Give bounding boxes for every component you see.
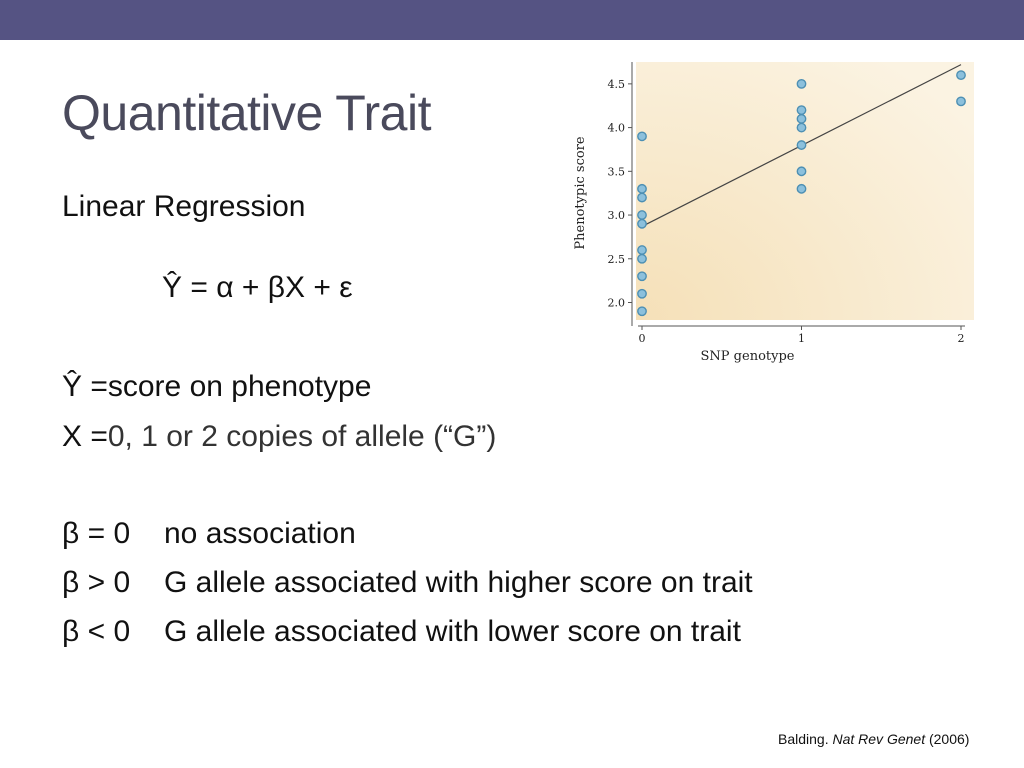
data-point xyxy=(796,183,807,194)
data-point xyxy=(637,210,647,220)
definition-x: X = 0, 1 or 2 copies of allele (“G”) xyxy=(62,420,496,454)
citation: Balding. Nat Rev Genet (2006) xyxy=(778,731,969,747)
beta-row-positive-meaning: G allele associated with higher score on… xyxy=(164,566,753,599)
beta-row-positive-condition: β > 0 xyxy=(62,566,131,599)
beta-row-negative-meaning: G allele associated with lower score on … xyxy=(164,615,741,648)
data-point xyxy=(796,140,807,150)
citation-year: (2006) xyxy=(928,731,970,747)
x-tick-label: 1 xyxy=(798,332,805,345)
data-point xyxy=(796,166,807,177)
regression-equation: Ŷ = α + βX + ε xyxy=(162,271,353,304)
y-tick-label: 3.5 xyxy=(608,165,626,178)
data-point xyxy=(637,245,647,255)
data-point xyxy=(637,253,647,264)
data-point xyxy=(637,218,647,229)
beta-row-zero-meaning: no association xyxy=(164,517,356,550)
y-axis-label: Phenotypic score xyxy=(573,136,588,249)
definition-y-symbol: Ŷ = xyxy=(62,370,108,403)
citation-author: Balding. xyxy=(778,731,829,747)
data-point xyxy=(637,306,647,317)
scatter-chart: 2.0 2.5 3.0 3.5 4.0 4.5 0 1 2 SNP genotype Pheno… xyxy=(568,58,988,370)
data-point xyxy=(956,70,966,81)
x-axis-label: SNP genotype xyxy=(701,349,795,364)
data-point xyxy=(637,192,647,203)
data-point xyxy=(956,96,966,107)
slide-subtitle: Linear Regression xyxy=(62,190,306,223)
axis-ticks: 2.0 2.5 3.0 3.5 4.0 4.5 0 1 2 xyxy=(608,78,965,345)
beta-row-positive: β > 0 G allele associated with higher sco… xyxy=(62,566,753,600)
definition-y-text: score on phenotype xyxy=(107,370,372,403)
beta-row-zero: β = 0 no association xyxy=(62,517,356,551)
data-point xyxy=(796,105,807,116)
slide-title: Quantitative Trait xyxy=(62,85,431,141)
data-points xyxy=(637,70,966,317)
x-tick-label: 0 xyxy=(639,332,646,345)
data-point xyxy=(637,288,647,299)
data-point xyxy=(637,271,647,282)
x-tick-label: 2 xyxy=(958,332,965,345)
definition-y: Ŷ = score on phenotype xyxy=(62,370,371,404)
data-point xyxy=(796,78,807,89)
y-tick-label: 4.0 xyxy=(608,122,626,135)
y-tick-label: 3.0 xyxy=(608,209,626,222)
data-point xyxy=(637,131,647,142)
definition-x-symbol: X = xyxy=(62,420,108,453)
data-point xyxy=(796,113,807,124)
beta-row-negative: β < 0 G allele associated with lower scor… xyxy=(62,615,741,649)
y-tick-label: 2.5 xyxy=(608,253,626,266)
definition-x-text: 0, 1 or 2 copies of allele (“G”) xyxy=(107,420,497,453)
y-tick-label: 2.0 xyxy=(608,297,626,310)
beta-row-zero-condition: β = 0 xyxy=(62,517,131,550)
data-point xyxy=(796,122,807,133)
beta-row-negative-condition: β < 0 xyxy=(62,615,131,648)
citation-journal: Nat Rev Genet xyxy=(832,731,926,747)
top-accent-bar xyxy=(0,0,1024,40)
data-point xyxy=(637,183,647,194)
scatter-chart-svg: 2.0 2.5 3.0 3.5 4.0 4.5 0 1 2 SNP genotype Pheno… xyxy=(573,62,974,364)
y-tick-label: 4.5 xyxy=(608,78,626,91)
